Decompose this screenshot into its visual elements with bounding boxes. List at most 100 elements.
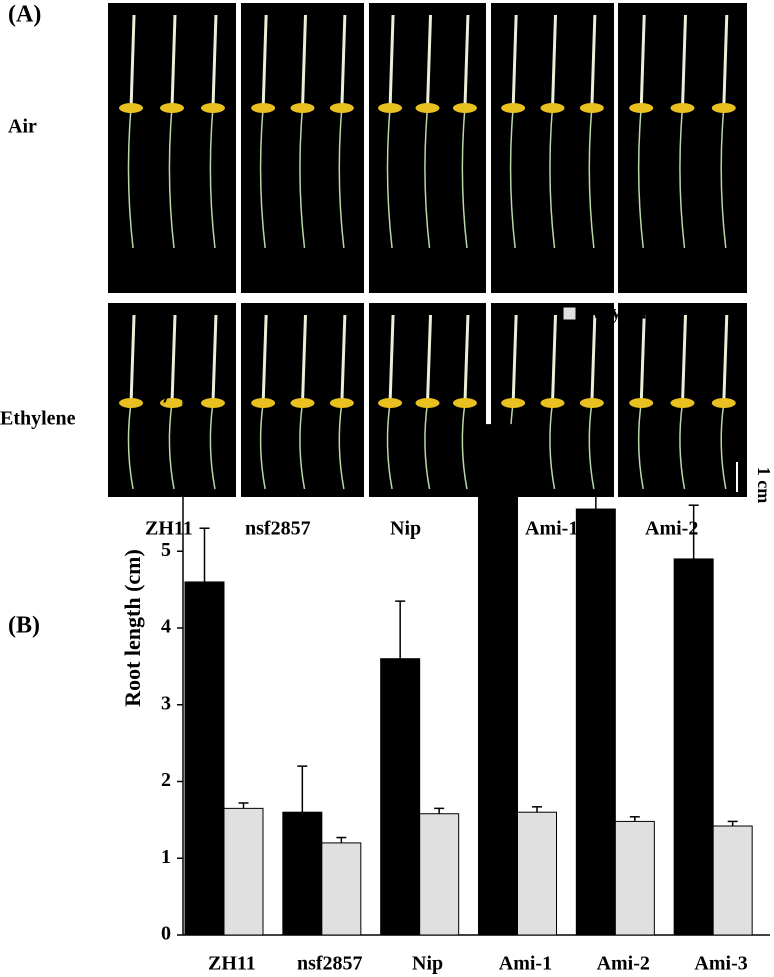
root <box>259 107 266 249</box>
x-tick-label: Ami-3 <box>694 953 747 975</box>
seed <box>251 103 276 113</box>
y-axis-label: Root length (cm) <box>120 549 145 707</box>
panel-label: (B) <box>8 613 40 639</box>
shoot <box>681 314 687 404</box>
seed <box>501 103 526 113</box>
seed <box>579 103 604 113</box>
seed <box>200 398 225 408</box>
y-tick-label: 1 <box>161 846 171 868</box>
shoot <box>590 314 597 404</box>
shoot <box>211 314 218 404</box>
column-label: nsf2857 <box>245 518 311 540</box>
root <box>299 402 306 490</box>
bar <box>614 820 655 936</box>
shoot <box>340 14 347 109</box>
legend-swatch <box>414 306 429 321</box>
shoot <box>301 14 307 109</box>
root <box>424 107 431 249</box>
seed <box>160 103 184 113</box>
root <box>637 402 644 490</box>
legend-label: Air <box>432 302 461 324</box>
shoot <box>511 14 518 109</box>
shoot <box>261 14 268 109</box>
shoot <box>340 314 347 404</box>
shoot <box>511 314 518 404</box>
root <box>588 402 595 490</box>
seed <box>378 103 403 113</box>
shoot <box>463 314 470 404</box>
seed <box>290 398 315 408</box>
seed <box>415 398 440 408</box>
root <box>168 107 175 249</box>
y-tick-label: 5 <box>161 539 171 561</box>
x-tick-label: ZH11 <box>208 953 256 975</box>
seed <box>329 103 354 113</box>
photo <box>491 3 614 293</box>
root <box>168 402 175 490</box>
photo <box>241 3 364 293</box>
legend-swatch <box>562 306 577 321</box>
shoot <box>170 14 177 109</box>
y-tick-label: 3 <box>161 692 171 714</box>
root <box>549 402 556 490</box>
x-tick-label: nsf2857 <box>297 953 363 975</box>
root <box>127 402 134 490</box>
seed <box>501 398 526 408</box>
shoot <box>388 14 395 109</box>
y-tick-label: 7 <box>161 385 171 407</box>
shoot <box>170 314 177 404</box>
root <box>209 402 216 490</box>
shoot <box>551 14 557 109</box>
root <box>209 107 216 249</box>
shoot <box>129 14 136 109</box>
bar <box>575 508 616 936</box>
shoot <box>722 14 729 109</box>
shoot <box>551 314 557 404</box>
y-tick-label: 2 <box>161 769 171 791</box>
column-label: ZH11 <box>145 518 193 540</box>
seed <box>629 103 654 113</box>
x-tick-label: Ami-2 <box>597 953 650 975</box>
root <box>679 402 686 490</box>
shoot <box>388 314 395 404</box>
root <box>386 402 393 490</box>
seed <box>540 103 565 113</box>
seed <box>119 398 144 408</box>
shoot <box>211 14 218 109</box>
column-label: Ami-1 <box>525 518 578 540</box>
photo <box>369 3 486 293</box>
shoot <box>301 314 307 404</box>
shoot <box>426 14 432 109</box>
shoot <box>590 14 597 109</box>
root <box>299 107 306 249</box>
seed <box>251 398 276 408</box>
seed <box>540 398 565 408</box>
shoot <box>722 314 729 404</box>
root <box>679 107 686 249</box>
photo <box>108 3 236 293</box>
seed <box>670 103 695 113</box>
bar <box>321 842 362 936</box>
root <box>461 402 468 490</box>
column-label: Nip <box>390 518 421 540</box>
seed <box>119 103 144 113</box>
shoot <box>639 14 646 109</box>
shoot <box>129 314 136 404</box>
seed <box>579 398 604 408</box>
panel-label: (A) <box>8 2 41 28</box>
shoot <box>463 14 470 109</box>
seed <box>452 398 477 408</box>
x-tick-label: Nip <box>412 953 443 975</box>
seed <box>200 103 225 113</box>
root <box>637 107 644 249</box>
seed <box>329 398 354 408</box>
bar <box>478 424 518 936</box>
bar <box>517 811 557 936</box>
seed <box>670 398 695 408</box>
bar <box>282 811 323 936</box>
bar <box>712 825 753 936</box>
y-tick-label: 0 <box>161 923 171 945</box>
root <box>127 107 134 249</box>
shoot <box>261 314 268 404</box>
